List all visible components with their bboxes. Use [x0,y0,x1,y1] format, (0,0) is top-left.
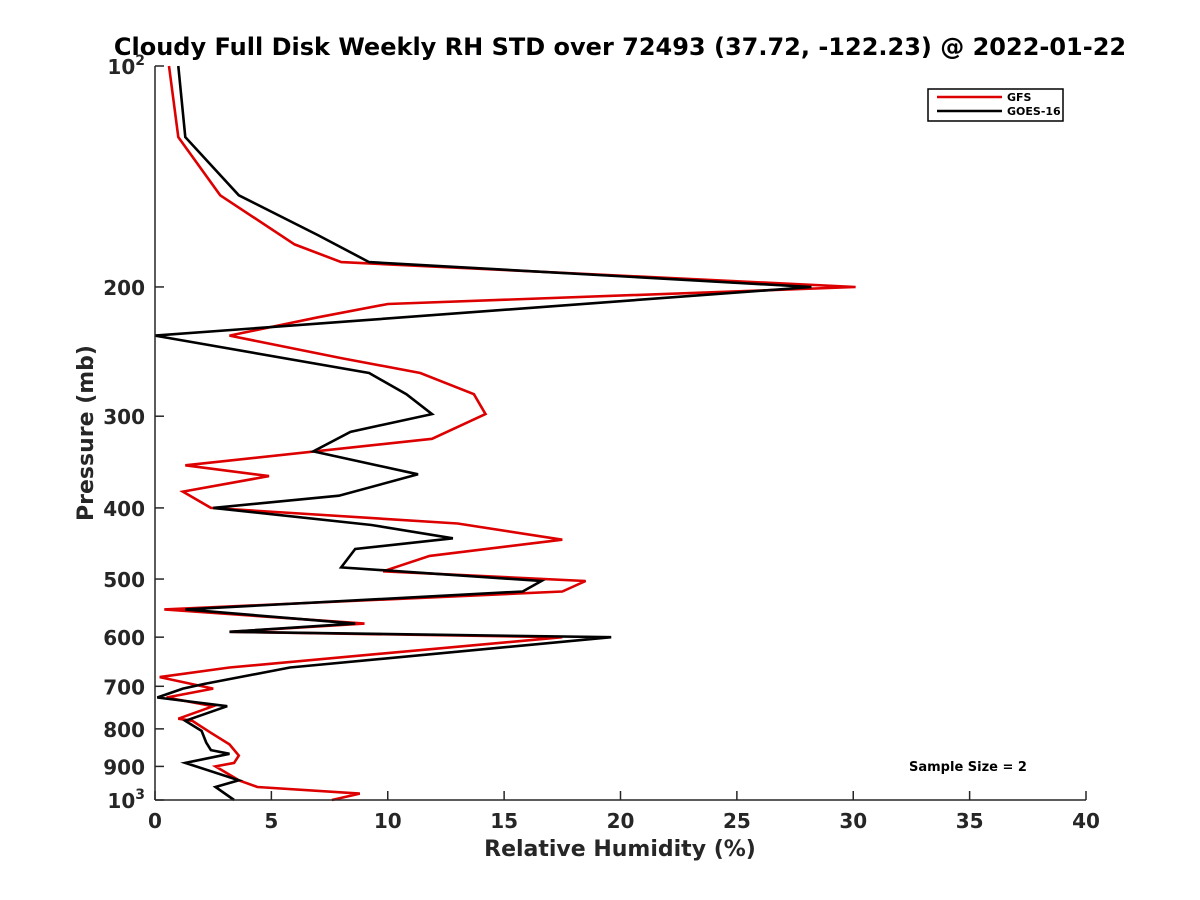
sample-size-annotation: Sample Size = 2 [909,760,1027,775]
y-tick-label: 103 [107,787,145,813]
x-tick-label: 40 [1072,809,1100,833]
y-tick-label: 500 [103,568,145,592]
y-tick-label: 900 [103,755,145,779]
x-tick-label: 35 [956,809,984,833]
x-tick-label: 0 [148,809,162,833]
y-tick-label: 600 [103,626,145,650]
y-tick-label: 102 [107,53,145,79]
y-tick-base: 10 [107,789,135,813]
series-line-goes-16 [154,65,812,802]
y-axis-label: Pressure (mb) [74,345,99,521]
x-tick-label: 15 [490,809,518,833]
series-line-gfs [159,65,856,802]
x-ticks: 0 5 10 15 20 25 30 35 40 [148,791,1100,833]
y-tick-base: 10 [107,55,135,79]
y-tick-label: 400 [103,497,145,521]
y-tick-exponent: 2 [135,53,145,69]
x-tick-label: 10 [374,809,402,833]
y-tick-exponent: 3 [135,787,145,803]
chart-title: Cloudy Full Disk Weekly RH STD over 7249… [114,33,1126,61]
series-layer [154,65,856,802]
legend-label: GOES-16 [1007,105,1061,118]
x-axis-label: Relative Humidity (%) [484,837,756,862]
legend-box [927,88,1064,122]
x-tick-label: 20 [607,809,635,833]
axes-layer [154,66,1086,801]
x-tick-label: 30 [839,809,867,833]
y-tick-label: 800 [103,718,145,742]
y-tick-label: 700 [103,675,145,699]
legend-label: GFS [1007,91,1032,104]
y-tick-label: 200 [103,276,145,300]
x-tick-label: 5 [264,809,278,833]
x-tick-label: 25 [723,809,751,833]
y-tick-label: 300 [103,405,145,429]
